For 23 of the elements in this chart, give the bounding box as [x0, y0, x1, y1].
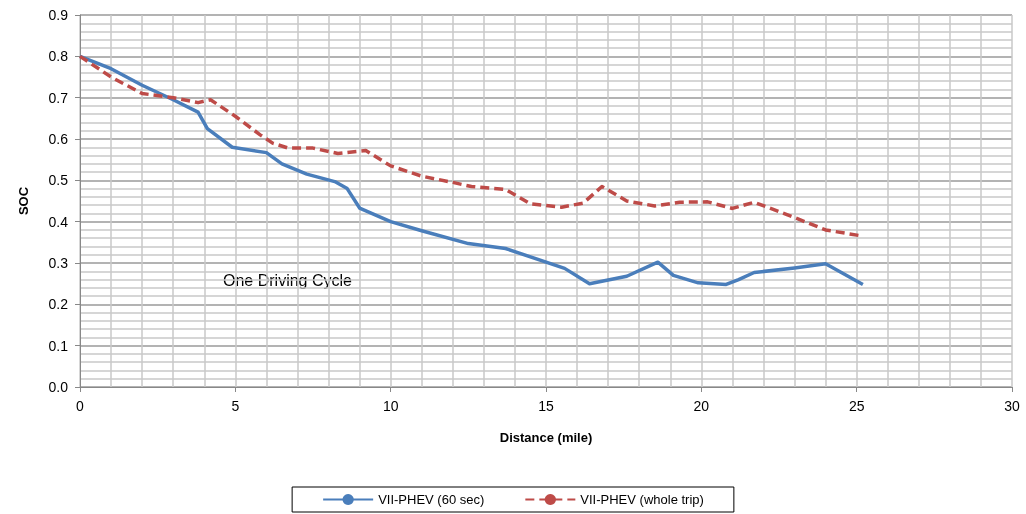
y-tick-label: 0.9: [48, 7, 69, 23]
x-tick-label: 10: [382, 398, 399, 414]
annotation: One Driving Cycle: [223, 271, 353, 289]
y-tick-label: 0.5: [48, 172, 69, 189]
y-axis-title: SOC: [16, 186, 31, 216]
x-tick-label: 15: [538, 398, 554, 414]
y-tick-label: 0.4: [48, 213, 69, 230]
x-tick-label: 5: [231, 398, 240, 414]
x-tick-label: 30: [1004, 398, 1020, 414]
y-tick-label: 0.8: [48, 48, 69, 65]
y-tick-label: 0.6: [48, 131, 69, 147]
y-tick-label: 0.0: [48, 379, 69, 395]
y-tick-label: 0.2: [48, 296, 69, 313]
x-axis-title: Distance (mile): [499, 430, 593, 445]
y-tick-label: 0.7: [48, 89, 69, 106]
y-tick-label: 0.1: [48, 337, 69, 354]
y-tick-label: 0.3: [48, 255, 69, 271]
x-tick-label: 0: [76, 398, 85, 414]
legend-label: VII-PHEV (60 sec): [378, 492, 485, 507]
x-tick-label: 25: [848, 398, 865, 414]
x-tick-label: 20: [693, 398, 710, 414]
line-series: [78, 54, 865, 287]
legend-label: VII-PHEV (whole trip): [580, 492, 704, 507]
